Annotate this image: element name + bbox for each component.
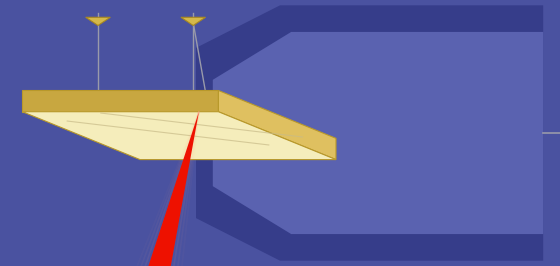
Polygon shape [22, 90, 218, 112]
Polygon shape [213, 32, 543, 234]
Polygon shape [196, 5, 543, 261]
Polygon shape [86, 17, 110, 26]
Polygon shape [218, 90, 336, 160]
Polygon shape [181, 17, 206, 26]
Polygon shape [22, 112, 336, 160]
Polygon shape [148, 112, 199, 266]
